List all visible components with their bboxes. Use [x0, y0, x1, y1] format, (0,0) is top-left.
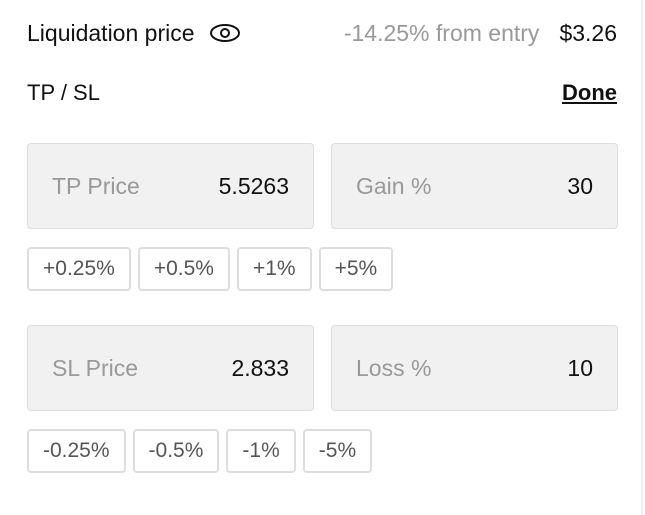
value: 10: [567, 354, 593, 381]
price: $3.26: [559, 19, 617, 46]
chip[interactable]: -0.25%: [27, 429, 126, 473]
tpsl-row: TP / SL Done: [27, 80, 617, 106]
chip[interactable]: -1%: [226, 429, 296, 473]
value: 5.5263: [218, 172, 289, 199]
value: 2.833: [231, 354, 289, 381]
label: Loss %: [356, 354, 432, 381]
chip[interactable]: +0.25%: [27, 247, 131, 291]
tp-price-field[interactable]: TP Price 5.5263: [27, 143, 314, 229]
tp-chips: +0.25% +0.5% +1% +5%: [27, 247, 394, 291]
chip[interactable]: +1%: [236, 247, 312, 291]
loss-field[interactable]: Loss % 10: [331, 325, 618, 411]
chip[interactable]: -0.5%: [132, 429, 220, 473]
gain-field[interactable]: Gain % 30: [331, 143, 618, 229]
chip[interactable]: +0.5%: [137, 247, 230, 291]
label: TP Price: [52, 172, 140, 199]
chip[interactable]: -5%: [302, 429, 373, 473]
from-entry: -14.25% from entry: [343, 19, 540, 46]
eye-icon[interactable]: [209, 22, 241, 44]
label: Gain %: [356, 172, 432, 199]
liquidation-row: Liquidation price -14.25% from entry $3.…: [27, 16, 617, 50]
label: SL Price: [52, 354, 139, 381]
chip[interactable]: +5%: [318, 247, 394, 291]
label: TP / SL: [27, 80, 100, 105]
label: Liquidation price: [27, 19, 195, 46]
value: 30: [567, 172, 593, 199]
done-button[interactable]: Done: [562, 80, 617, 105]
sl-chips: -0.25% -0.5% -1% -5%: [27, 429, 373, 473]
sl-price-field[interactable]: SL Price 2.833: [27, 325, 314, 411]
